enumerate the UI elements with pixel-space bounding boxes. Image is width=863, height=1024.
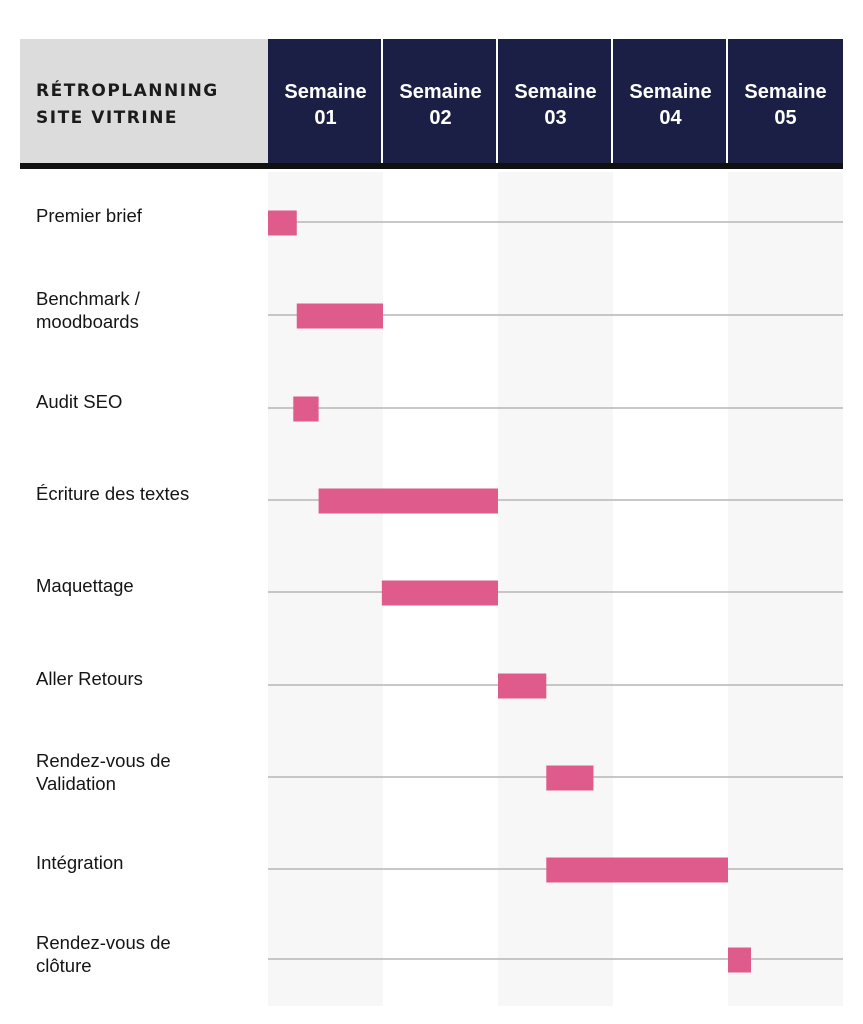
chart-header: RÉTROPLANNING SITE VITRINE Semaine 01Sema…: [20, 39, 843, 169]
column-shade-1: [268, 172, 383, 1006]
task-label-line: Benchmark /: [36, 288, 141, 309]
task-label: Maquettage: [36, 575, 134, 596]
task-bar: [498, 673, 547, 699]
week-header-label-4: Semaine 04: [629, 81, 711, 129]
week-header-cell-3: [498, 39, 611, 163]
task-row-7: Rendez-vous de Validation: [36, 750, 843, 794]
task-label-line: Premier brief: [36, 205, 143, 226]
task-row-1: Premier brief: [36, 205, 843, 236]
task-label: Benchmark / moodboards: [36, 288, 141, 332]
task-rows: Premier brief Benchmark / moodboards Audit …: [36, 205, 843, 976]
task-label: Intégration: [36, 852, 123, 873]
week-header-word: Semaine: [744, 81, 826, 103]
task-label-line: Rendez-vous de: [36, 750, 171, 771]
task-bar: [293, 396, 319, 422]
task-bar: [546, 765, 594, 791]
task-label: Premier brief: [36, 205, 143, 226]
week-header-number: 03: [544, 107, 566, 129]
task-row-8: Intégration: [36, 852, 843, 883]
week-header-label-2: Semaine 02: [399, 81, 481, 129]
task-bar: [546, 857, 728, 883]
title-box: [20, 39, 268, 163]
week-header-label-3: Semaine 03: [514, 81, 596, 129]
task-label-line: Maquettage: [36, 575, 134, 596]
task-bar: [318, 488, 498, 514]
task-row-6: Aller Retours: [36, 668, 843, 699]
task-row-3: Audit SEO: [36, 391, 843, 422]
week-header-word: Semaine: [284, 81, 366, 103]
task-label: Rendez-vous de Validation: [36, 750, 171, 794]
week-header-number: 02: [429, 107, 451, 129]
week-header-word: Semaine: [399, 81, 481, 103]
week-header-number: 04: [659, 107, 682, 129]
week-header-cell-2: [383, 39, 496, 163]
chart-title-line-2: SITE VITRINE: [36, 108, 178, 128]
task-label-line: moodboards: [36, 311, 139, 332]
week-header-number: 01: [314, 107, 336, 129]
task-label: Rendez-vous de clôture: [36, 932, 171, 976]
week-header-label-1: Semaine 01: [284, 81, 366, 129]
task-row-9: Rendez-vous de clôture: [36, 932, 843, 976]
week-header-cell-4: [613, 39, 726, 163]
week-header-cell-5: [728, 39, 843, 163]
task-bar: [728, 947, 751, 973]
task-row-4: Écriture des textes: [36, 483, 843, 514]
task-label-line: Aller Retours: [36, 668, 143, 689]
task-row-2: Benchmark / moodboards: [36, 288, 843, 332]
task-label-line: Rendez-vous de: [36, 932, 171, 953]
week-header-word: Semaine: [514, 81, 596, 103]
task-bar: [268, 210, 297, 236]
week-header-cell-1: [268, 39, 381, 163]
task-bar: [381, 580, 498, 606]
chart-title-line-1: RÉTROPLANNING: [36, 79, 219, 101]
chart-title: RÉTROPLANNING SITE VITRINE: [36, 79, 226, 128]
task-label-line: Intégration: [36, 852, 123, 873]
header-separator: [20, 163, 843, 169]
week-header-label-5: Semaine 05: [744, 81, 826, 129]
week-header-word: Semaine: [629, 81, 711, 103]
column-shade-5: [728, 172, 843, 1006]
task-row-5: Maquettage: [36, 575, 843, 606]
task-label-line: clôture: [36, 955, 92, 976]
task-label: Écriture des textes: [36, 483, 189, 504]
task-label-line: Écriture des textes: [36, 483, 189, 504]
task-label-line: Audit SEO: [36, 391, 122, 412]
task-label: Aller Retours: [36, 668, 143, 689]
week-header-number: 05: [774, 107, 796, 129]
task-label-line: Validation: [36, 773, 116, 794]
task-label: Audit SEO: [36, 391, 122, 412]
task-bar: [296, 303, 383, 329]
